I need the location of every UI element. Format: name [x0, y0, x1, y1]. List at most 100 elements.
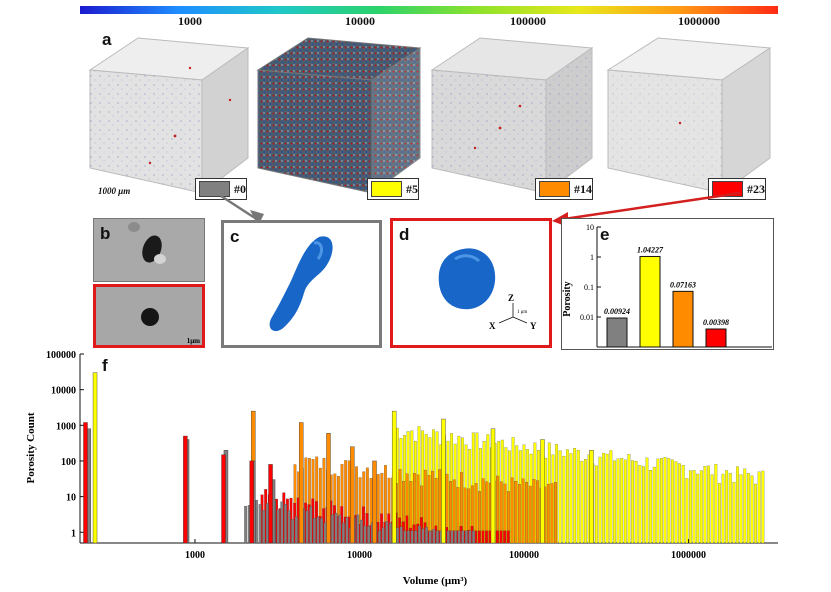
axis-y-label: Y: [530, 321, 537, 331]
connector-lines: [220, 191, 741, 227]
f-deco-bar: [428, 530, 432, 544]
porosity-bar-chart: Porosity 10 1 0.1 0.01 0.00924 1.04227 0.07163…: [562, 223, 772, 348]
f-deco-bar: [410, 530, 414, 544]
e-value-label: 0.07163: [670, 280, 696, 289]
f-deco-bar: [743, 468, 747, 544]
f-deco-bar: [436, 530, 439, 544]
f-deco-bar: [506, 530, 510, 544]
f-x-tick-label: 10000: [347, 550, 372, 561]
axis-x-label: X: [489, 321, 496, 331]
e-bar-23: [705, 328, 727, 348]
f-deco-bar: [481, 530, 485, 544]
f-deco-bar: [425, 526, 428, 544]
panel-d: d Z X Y 1 μm: [390, 218, 552, 348]
f-bar-23: [221, 454, 226, 544]
colorbar-tick-10000: 10000: [345, 14, 375, 28]
colorbar-tick-100000: 100000: [510, 14, 546, 28]
axis-scale-label: 1 μm: [517, 310, 527, 315]
panel-c-label: c: [230, 227, 240, 246]
f-deco-bar: [638, 465, 642, 544]
f-deco-bar: [280, 501, 284, 544]
f-deco-bar: [291, 519, 295, 544]
f-deco-bar: [674, 461, 678, 544]
f-deco-bar: [634, 461, 638, 544]
e-value-label: 1.04227: [637, 245, 664, 254]
f-deco-bar: [294, 516, 298, 544]
f-xlabel: Volume (μm³): [403, 575, 468, 587]
f-x-tick-label: 1000000: [671, 550, 706, 561]
legend-sample-0: #0: [195, 178, 247, 200]
f-deco-bar: [405, 515, 409, 544]
legend-swatch-0: [199, 181, 230, 197]
f-deco-bar: [309, 506, 313, 544]
f-deco-bar: [645, 457, 649, 544]
sem-top-image: [94, 219, 204, 281]
f-deco-bar: [584, 459, 587, 544]
f-deco-bar: [341, 522, 345, 544]
f-deco-bar: [732, 482, 736, 544]
colorbar-tick-1000: 1000: [178, 14, 202, 28]
panel-e: e Porosity 10 1 0.1 0.01 0.00924 1.04227 0.071…: [561, 218, 774, 350]
f-deco-bar: [514, 481, 518, 544]
f-bar-14: [350, 446, 355, 544]
legend-swatch-5: [371, 181, 402, 197]
sem-bottom-image: [96, 287, 202, 345]
f-deco-bar: [550, 483, 554, 544]
e-bar-5: [639, 255, 661, 348]
f-deco-bar: [573, 448, 577, 544]
f-deco-bar: [525, 481, 529, 544]
f-y-tick-label: 1: [71, 528, 76, 539]
f-deco-bar: [244, 505, 248, 544]
f-deco-bar: [718, 483, 721, 544]
legend-sample-14: #14: [535, 178, 593, 200]
f-deco-bar: [338, 514, 342, 544]
f-deco-bar: [421, 528, 425, 544]
f-deco-bar: [746, 473, 750, 544]
f-deco-bar: [620, 458, 624, 544]
f-deco-bar: [750, 475, 754, 544]
f-deco-bar: [580, 460, 584, 544]
f-deco-bar: [432, 528, 436, 544]
f-bar-14: [372, 460, 377, 544]
f-deco-bar: [613, 460, 616, 544]
f-y-tick-label: 10: [66, 493, 76, 504]
e-bar-14: [672, 290, 694, 348]
f-deco-bar: [276, 509, 280, 544]
f-deco-bar: [499, 530, 503, 544]
f-bar-23: [249, 460, 254, 544]
axes-icon: [498, 303, 528, 324]
f-deco-bar: [627, 454, 631, 544]
legend-sample-5: #5: [367, 178, 419, 200]
f-deco-bar: [265, 503, 269, 544]
f-deco-bar: [363, 525, 367, 544]
f-bar-14: [326, 433, 331, 544]
f-deco-bar: [399, 526, 403, 544]
f-deco-bar: [517, 484, 521, 544]
f-deco-bar: [381, 527, 385, 544]
panel-b-label: b: [100, 224, 111, 243]
f-deco-bar: [262, 510, 266, 544]
cube-sample-23: [606, 37, 772, 194]
f-deco-bar: [562, 455, 566, 544]
panel-c: c: [221, 220, 382, 348]
f-bar-5: [589, 450, 594, 544]
f-deco-bar: [602, 452, 605, 544]
f-deco-bar: [558, 450, 562, 544]
f-deco-bar: [331, 514, 334, 544]
f-bar-5: [441, 418, 446, 544]
legend-swatch-14: [539, 181, 570, 197]
f-bar-23: [83, 422, 88, 544]
f-deco-bar: [316, 516, 320, 544]
f-deco-bar: [609, 450, 613, 544]
f-deco-bar: [334, 512, 338, 544]
f-deco-bar: [454, 530, 457, 544]
f-deco-bar: [495, 530, 499, 544]
pore-3d-elongated: [269, 236, 333, 332]
f-deco-bar: [605, 453, 609, 544]
f-bar-5: [540, 439, 545, 544]
sem-scale-label: 1μm: [186, 337, 200, 345]
f-bar-14: [298, 422, 304, 544]
f-deco-bar: [678, 463, 681, 544]
f-deco-bar: [477, 530, 481, 544]
f-deco-bar: [485, 530, 488, 544]
